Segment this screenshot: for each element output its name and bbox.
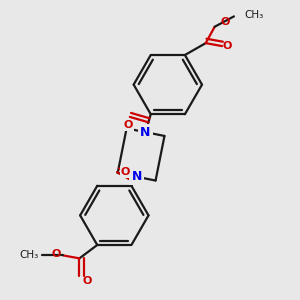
- Text: N: N: [140, 126, 151, 139]
- Text: O: O: [124, 120, 133, 130]
- Text: O: O: [121, 167, 130, 177]
- Text: O: O: [220, 17, 230, 27]
- Text: CH₃: CH₃: [20, 250, 39, 260]
- Text: O: O: [82, 276, 92, 286]
- Text: O: O: [52, 249, 61, 259]
- Text: O: O: [223, 41, 232, 51]
- Text: N: N: [131, 170, 142, 183]
- Text: CH₃: CH₃: [244, 10, 264, 20]
